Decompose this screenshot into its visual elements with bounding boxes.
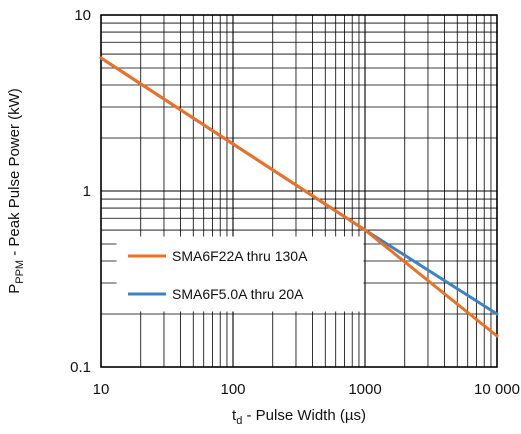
legend-box — [116, 236, 364, 312]
x-tick-label: 1000 — [348, 381, 381, 398]
x-tick-label: 10 — [93, 381, 110, 398]
y-axis-label-sub: PPM — [14, 260, 26, 284]
x-tick-label: 100 — [220, 381, 245, 398]
y-axis-label-rest: - Peak Pulse Power (kW) — [6, 88, 23, 260]
series-line — [99, 56, 499, 338]
tick-labels: 10 100 1000 10 000 0.1 1 10 — [70, 7, 520, 398]
y-axis-label: PPPM - Peak Pulse Power (kW) — [6, 88, 26, 294]
grid — [101, 15, 497, 367]
x-axis-label: td - Pulse Width (µs) — [232, 407, 366, 427]
y-axis-label-main: P — [6, 284, 23, 294]
x-tick-label: 10 000 — [474, 381, 520, 398]
x-axis-label-main: t — [232, 407, 237, 424]
legend-label: SMA6F5.0A thru 20A — [172, 286, 304, 302]
legend-label: SMA6F22A thru 130A — [172, 248, 308, 264]
plot-frame — [100, 14, 498, 368]
x-axis-label-rest: - Pulse Width (µs) — [242, 407, 366, 424]
y-tick-label: 0.1 — [70, 359, 91, 376]
series-lines — [99, 56, 499, 338]
legend: SMA6F22A thru 130A SMA6F5.0A thru 20A — [116, 236, 364, 312]
x-axis-label-sub: d — [236, 415, 242, 427]
y-tick-label: 1 — [83, 183, 91, 200]
y-tick-label: 10 — [74, 7, 91, 24]
